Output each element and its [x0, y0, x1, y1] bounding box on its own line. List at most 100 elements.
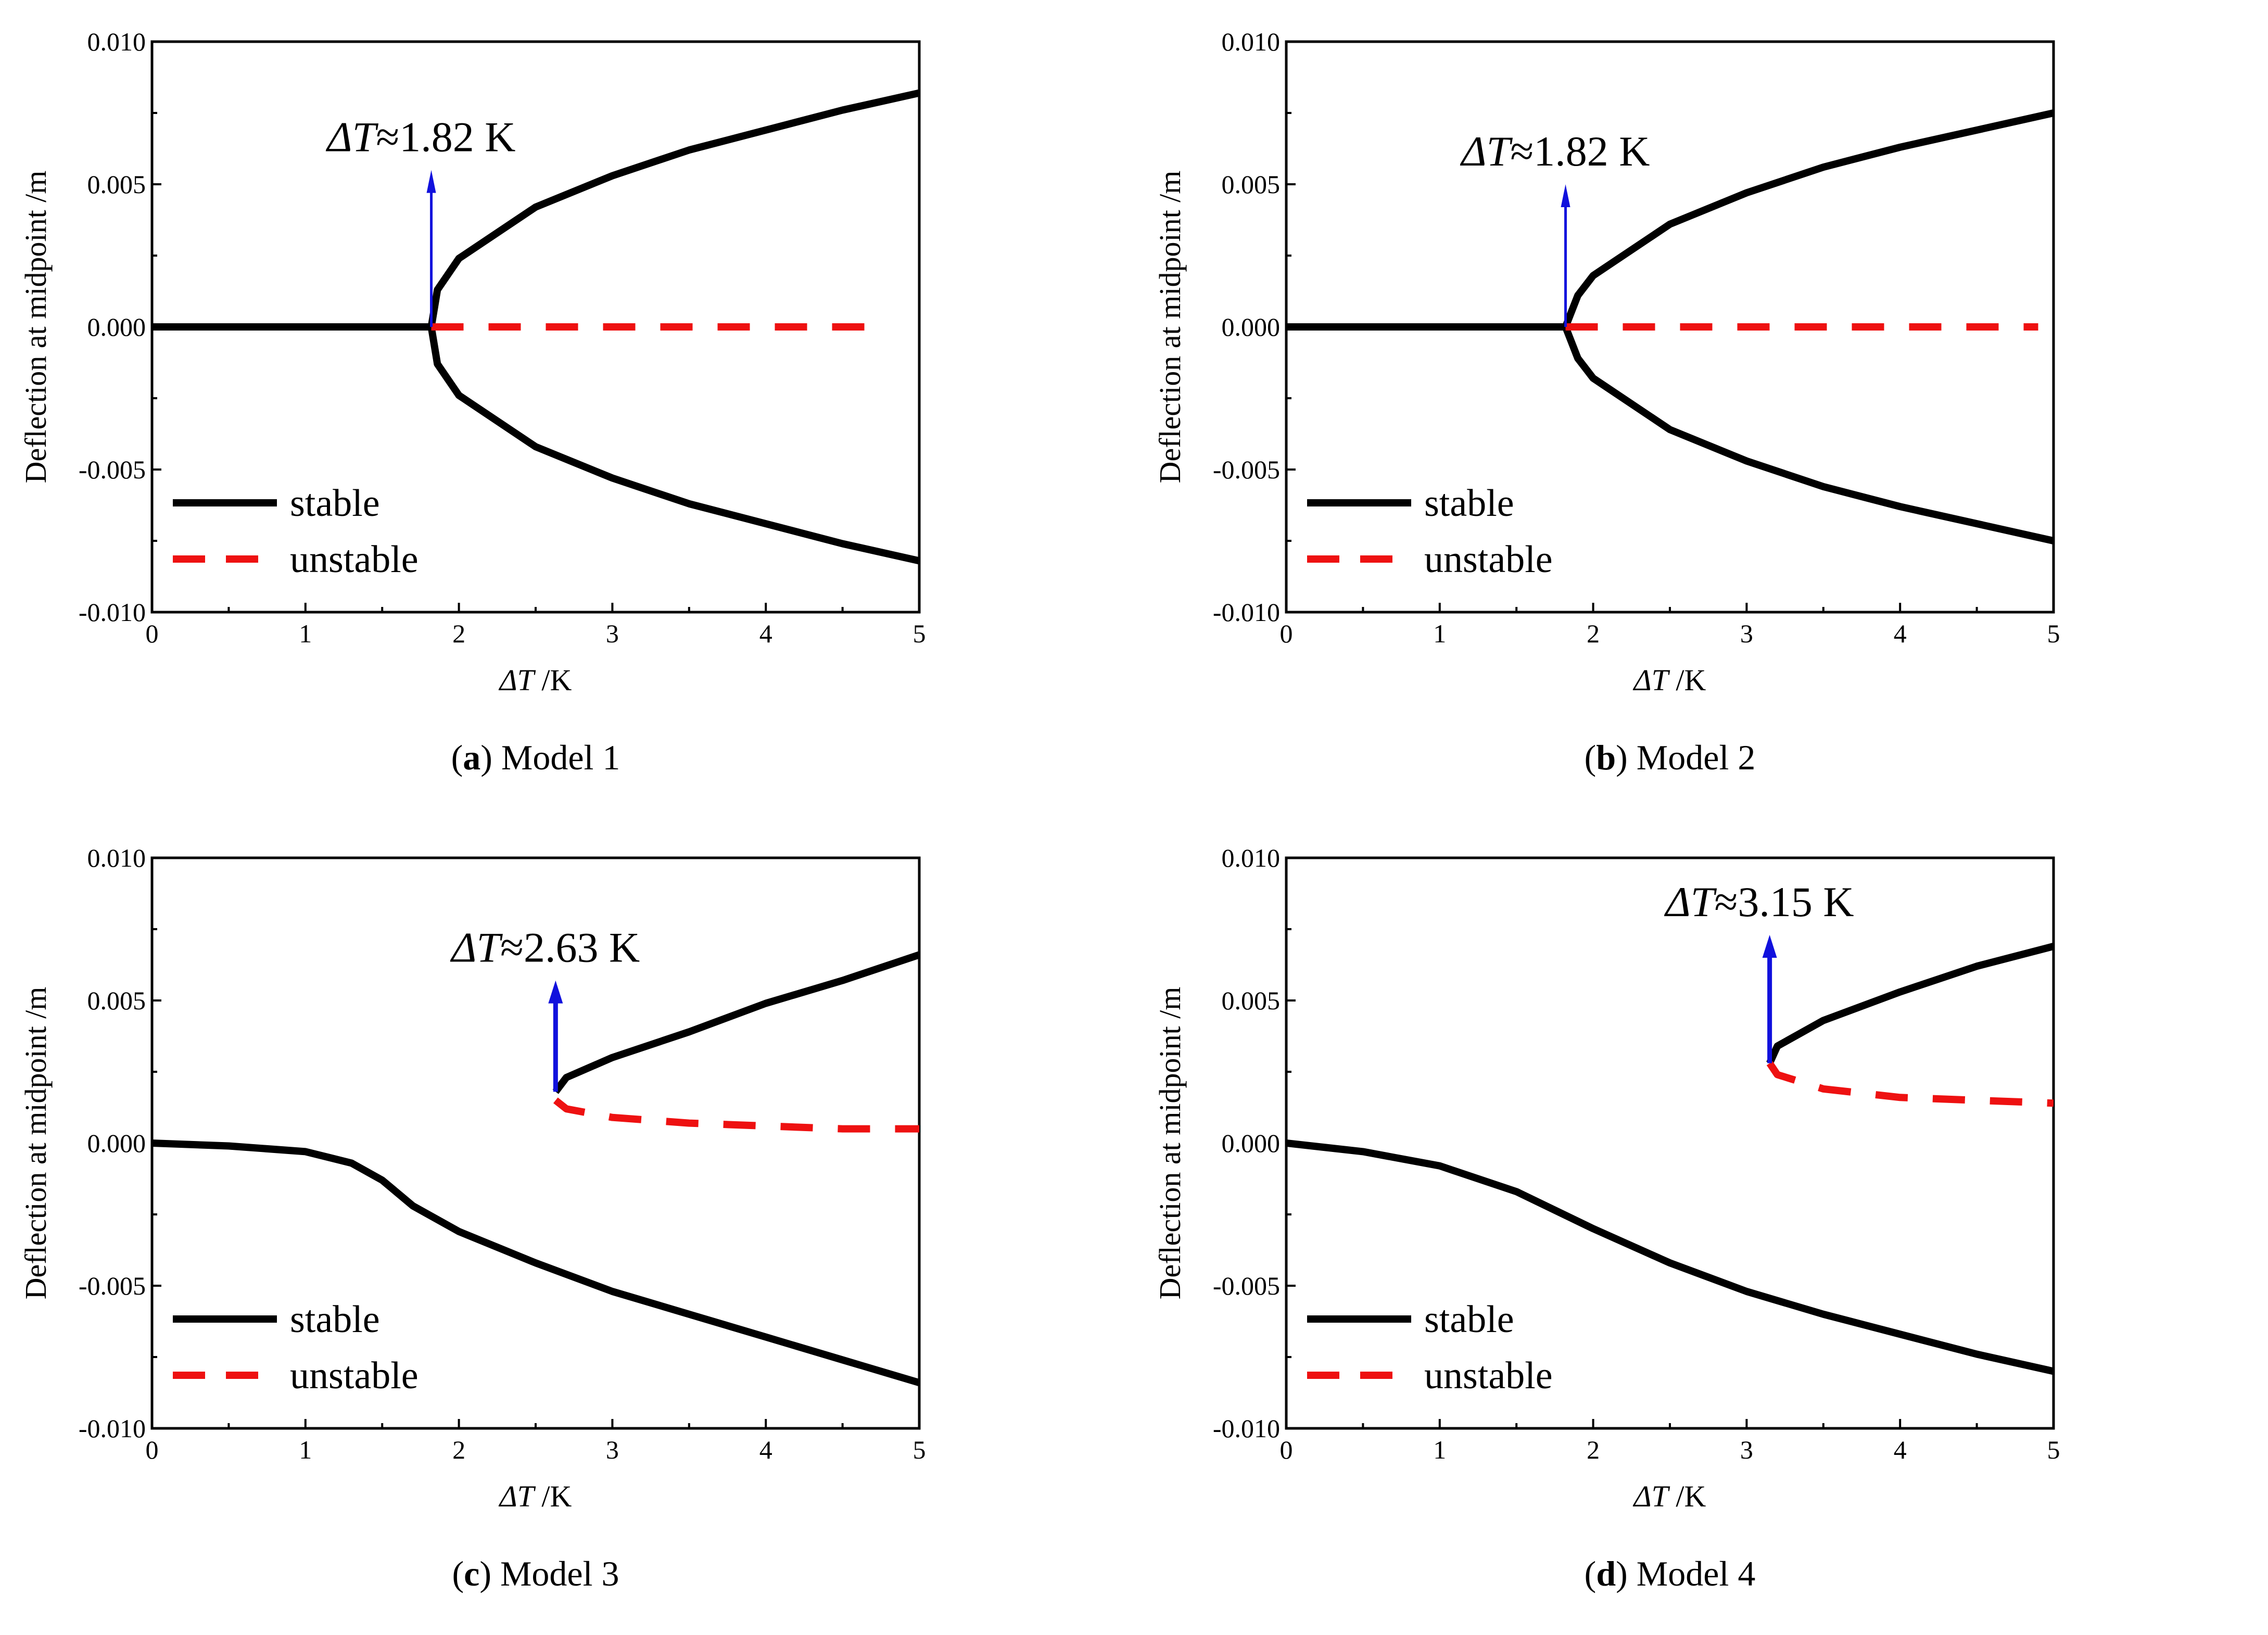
legend-label: stable — [290, 482, 380, 525]
annotation-value: ≈2.63 K — [500, 924, 640, 971]
y-tick-label: -0.010 — [79, 1414, 146, 1443]
caption-text: Model 4 — [1637, 1554, 1756, 1593]
stable-series-line — [427, 89, 919, 328]
annotation-arrow-head — [1561, 184, 1570, 207]
x-tick-label: 1 — [1433, 1435, 1446, 1464]
annotation-arrow-head — [426, 170, 436, 193]
caption-letter: a — [463, 738, 480, 777]
annotation-arrow-head — [1762, 934, 1777, 958]
legend-label: unstable — [290, 1354, 419, 1397]
x-tick-label: 3 — [606, 619, 619, 648]
x-axis-title: ΔT /K — [1633, 663, 1706, 697]
x-tick-label: 5 — [913, 1435, 926, 1464]
y-tick-label: 0.010 — [87, 843, 146, 872]
x-tick-label: 5 — [913, 619, 926, 648]
y-axis-title: Deflection at midpoint /m — [19, 171, 53, 484]
x-tick-label: 4 — [759, 619, 772, 648]
stable-series-line — [1766, 943, 2054, 1065]
panel-caption: (c) Model 3 — [452, 1554, 619, 1593]
y-tick-label: 0.000 — [1222, 312, 1281, 341]
chart-svg: 0 1 2 3 4 5 -0.010 -0.005 0.000 0.005 0.010 ΔT /K De… — [1153, 27, 2060, 777]
y-axis-title: Deflection at midpoint /m — [19, 987, 53, 1300]
chart-panel-d: 0 1 2 3 4 5 -0.010 -0.005 0.000 0.005 0.010 ΔT /K De… — [1134, 816, 2268, 1632]
y-tick-label: 0.005 — [87, 986, 146, 1015]
annotation-symbol: ΔT — [450, 924, 503, 971]
caption-letter: c — [464, 1554, 479, 1593]
x-tick-label: 3 — [606, 1435, 619, 1464]
caption-letter: d — [1596, 1554, 1616, 1593]
legend-label: unstable — [1424, 1354, 1553, 1397]
x-tick-label: 5 — [2047, 619, 2060, 648]
y-tick-label: -0.005 — [79, 455, 146, 484]
caption-text: Model 3 — [500, 1554, 619, 1593]
chart-panel-b: 0 1 2 3 4 5 -0.010 -0.005 0.000 0.005 0.010 ΔT /K De… — [1134, 0, 2268, 816]
x-tick-label: 4 — [1894, 619, 1907, 648]
x-tick-label: 1 — [1433, 619, 1446, 648]
stable-series-line — [1562, 325, 2054, 544]
chart-panel-c: 0 1 2 3 4 5 -0.010 -0.005 0.000 0.005 0.010 ΔT /K De… — [0, 816, 1134, 1632]
legend-label: unstable — [1424, 538, 1553, 581]
chart-panel-a: 0 1 2 3 4 5 -0.010 -0.005 0.000 0.005 0.010 ΔT /K De… — [0, 0, 1134, 816]
x-axis-title-symbol: ΔT — [1633, 1479, 1670, 1513]
y-tick-label: 0.010 — [87, 27, 146, 56]
annotation-arrow-head — [548, 980, 563, 1004]
y-tick-label: 0.000 — [87, 312, 146, 341]
y-tick-label: 0.000 — [1222, 1129, 1281, 1158]
y-tick-label: 0.010 — [1222, 27, 1281, 56]
annotation-label: ΔT≈1.82 K — [326, 113, 516, 161]
x-axis-title-unit: /K — [534, 1479, 572, 1513]
y-tick-label: -0.005 — [1213, 1271, 1280, 1300]
chart-svg: 0 1 2 3 4 5 -0.010 -0.005 0.000 0.005 0.010 ΔT /K De… — [19, 27, 926, 777]
annotation-label: ΔT≈2.63 K — [450, 924, 640, 971]
stable-series-line — [1562, 109, 2054, 328]
series-group — [152, 951, 919, 1387]
stable-series-line — [427, 326, 919, 565]
x-axis-title-unit: /K — [1668, 663, 1706, 697]
chart-svg: 0 1 2 3 4 5 -0.010 -0.005 0.000 0.005 0.010 ΔT /K De… — [19, 843, 926, 1593]
annotation-symbol: ΔT — [1664, 878, 1717, 926]
x-axis-title: ΔT /K — [499, 1479, 572, 1513]
caption-text: Model 1 — [501, 738, 620, 777]
x-tick-label: 2 — [452, 1435, 465, 1464]
panel-caption: (d) Model 4 — [1585, 1554, 1756, 1593]
y-tick-label: -0.005 — [1213, 455, 1280, 484]
y-tick-label: 0.000 — [87, 1129, 146, 1158]
x-tick-label: 5 — [2047, 1435, 2060, 1464]
y-tick-label: 0.005 — [1222, 986, 1281, 1015]
y-tick-label: -0.010 — [79, 598, 146, 627]
caption-letter: b — [1596, 738, 1616, 777]
annotation-label: ΔT≈3.15 K — [1664, 878, 1854, 926]
x-tick-label: 3 — [1740, 619, 1753, 648]
y-tick-label: -0.010 — [1213, 1414, 1280, 1443]
annotation-symbol: ΔT — [1460, 128, 1513, 175]
x-axis-title-symbol: ΔT — [1633, 663, 1670, 697]
annotation-value: ≈1.82 K — [376, 113, 515, 161]
y-axis-title: Deflection at midpoint /m — [1153, 171, 1187, 484]
unstable-series-line — [553, 1097, 919, 1133]
y-tick-label: -0.010 — [1213, 598, 1280, 627]
y-tick-label: 0.005 — [87, 170, 146, 199]
x-tick-label: 2 — [452, 619, 465, 648]
unstable-series-line — [1766, 1061, 2054, 1107]
x-tick-label: 2 — [1587, 1435, 1600, 1464]
x-tick-label: 0 — [146, 619, 159, 648]
series-group — [1286, 943, 2054, 1375]
x-tick-label: 1 — [299, 1435, 312, 1464]
legend-label: stable — [1424, 482, 1514, 525]
x-axis-title: ΔT /K — [1633, 1479, 1706, 1513]
y-axis-title: Deflection at midpoint /m — [1153, 987, 1187, 1300]
stable-series-line — [1286, 1139, 2054, 1375]
x-tick-label: 0 — [146, 1435, 159, 1464]
x-axis-title-unit: /K — [1668, 1479, 1706, 1513]
x-tick-label: 4 — [759, 1435, 772, 1464]
panel-caption: (b) Model 2 — [1585, 738, 1756, 777]
legend-label: unstable — [290, 538, 419, 581]
x-axis-title-symbol: ΔT — [499, 663, 536, 697]
stable-series-line — [152, 1139, 919, 1387]
x-axis-title: ΔT /K — [499, 663, 572, 697]
x-tick-label: 4 — [1894, 1435, 1907, 1464]
x-axis-title-unit: /K — [534, 663, 572, 697]
x-axis-title-symbol: ΔT — [499, 1479, 536, 1513]
annotation-value: ≈3.15 K — [1714, 878, 1854, 926]
x-tick-label: 0 — [1280, 1435, 1293, 1464]
